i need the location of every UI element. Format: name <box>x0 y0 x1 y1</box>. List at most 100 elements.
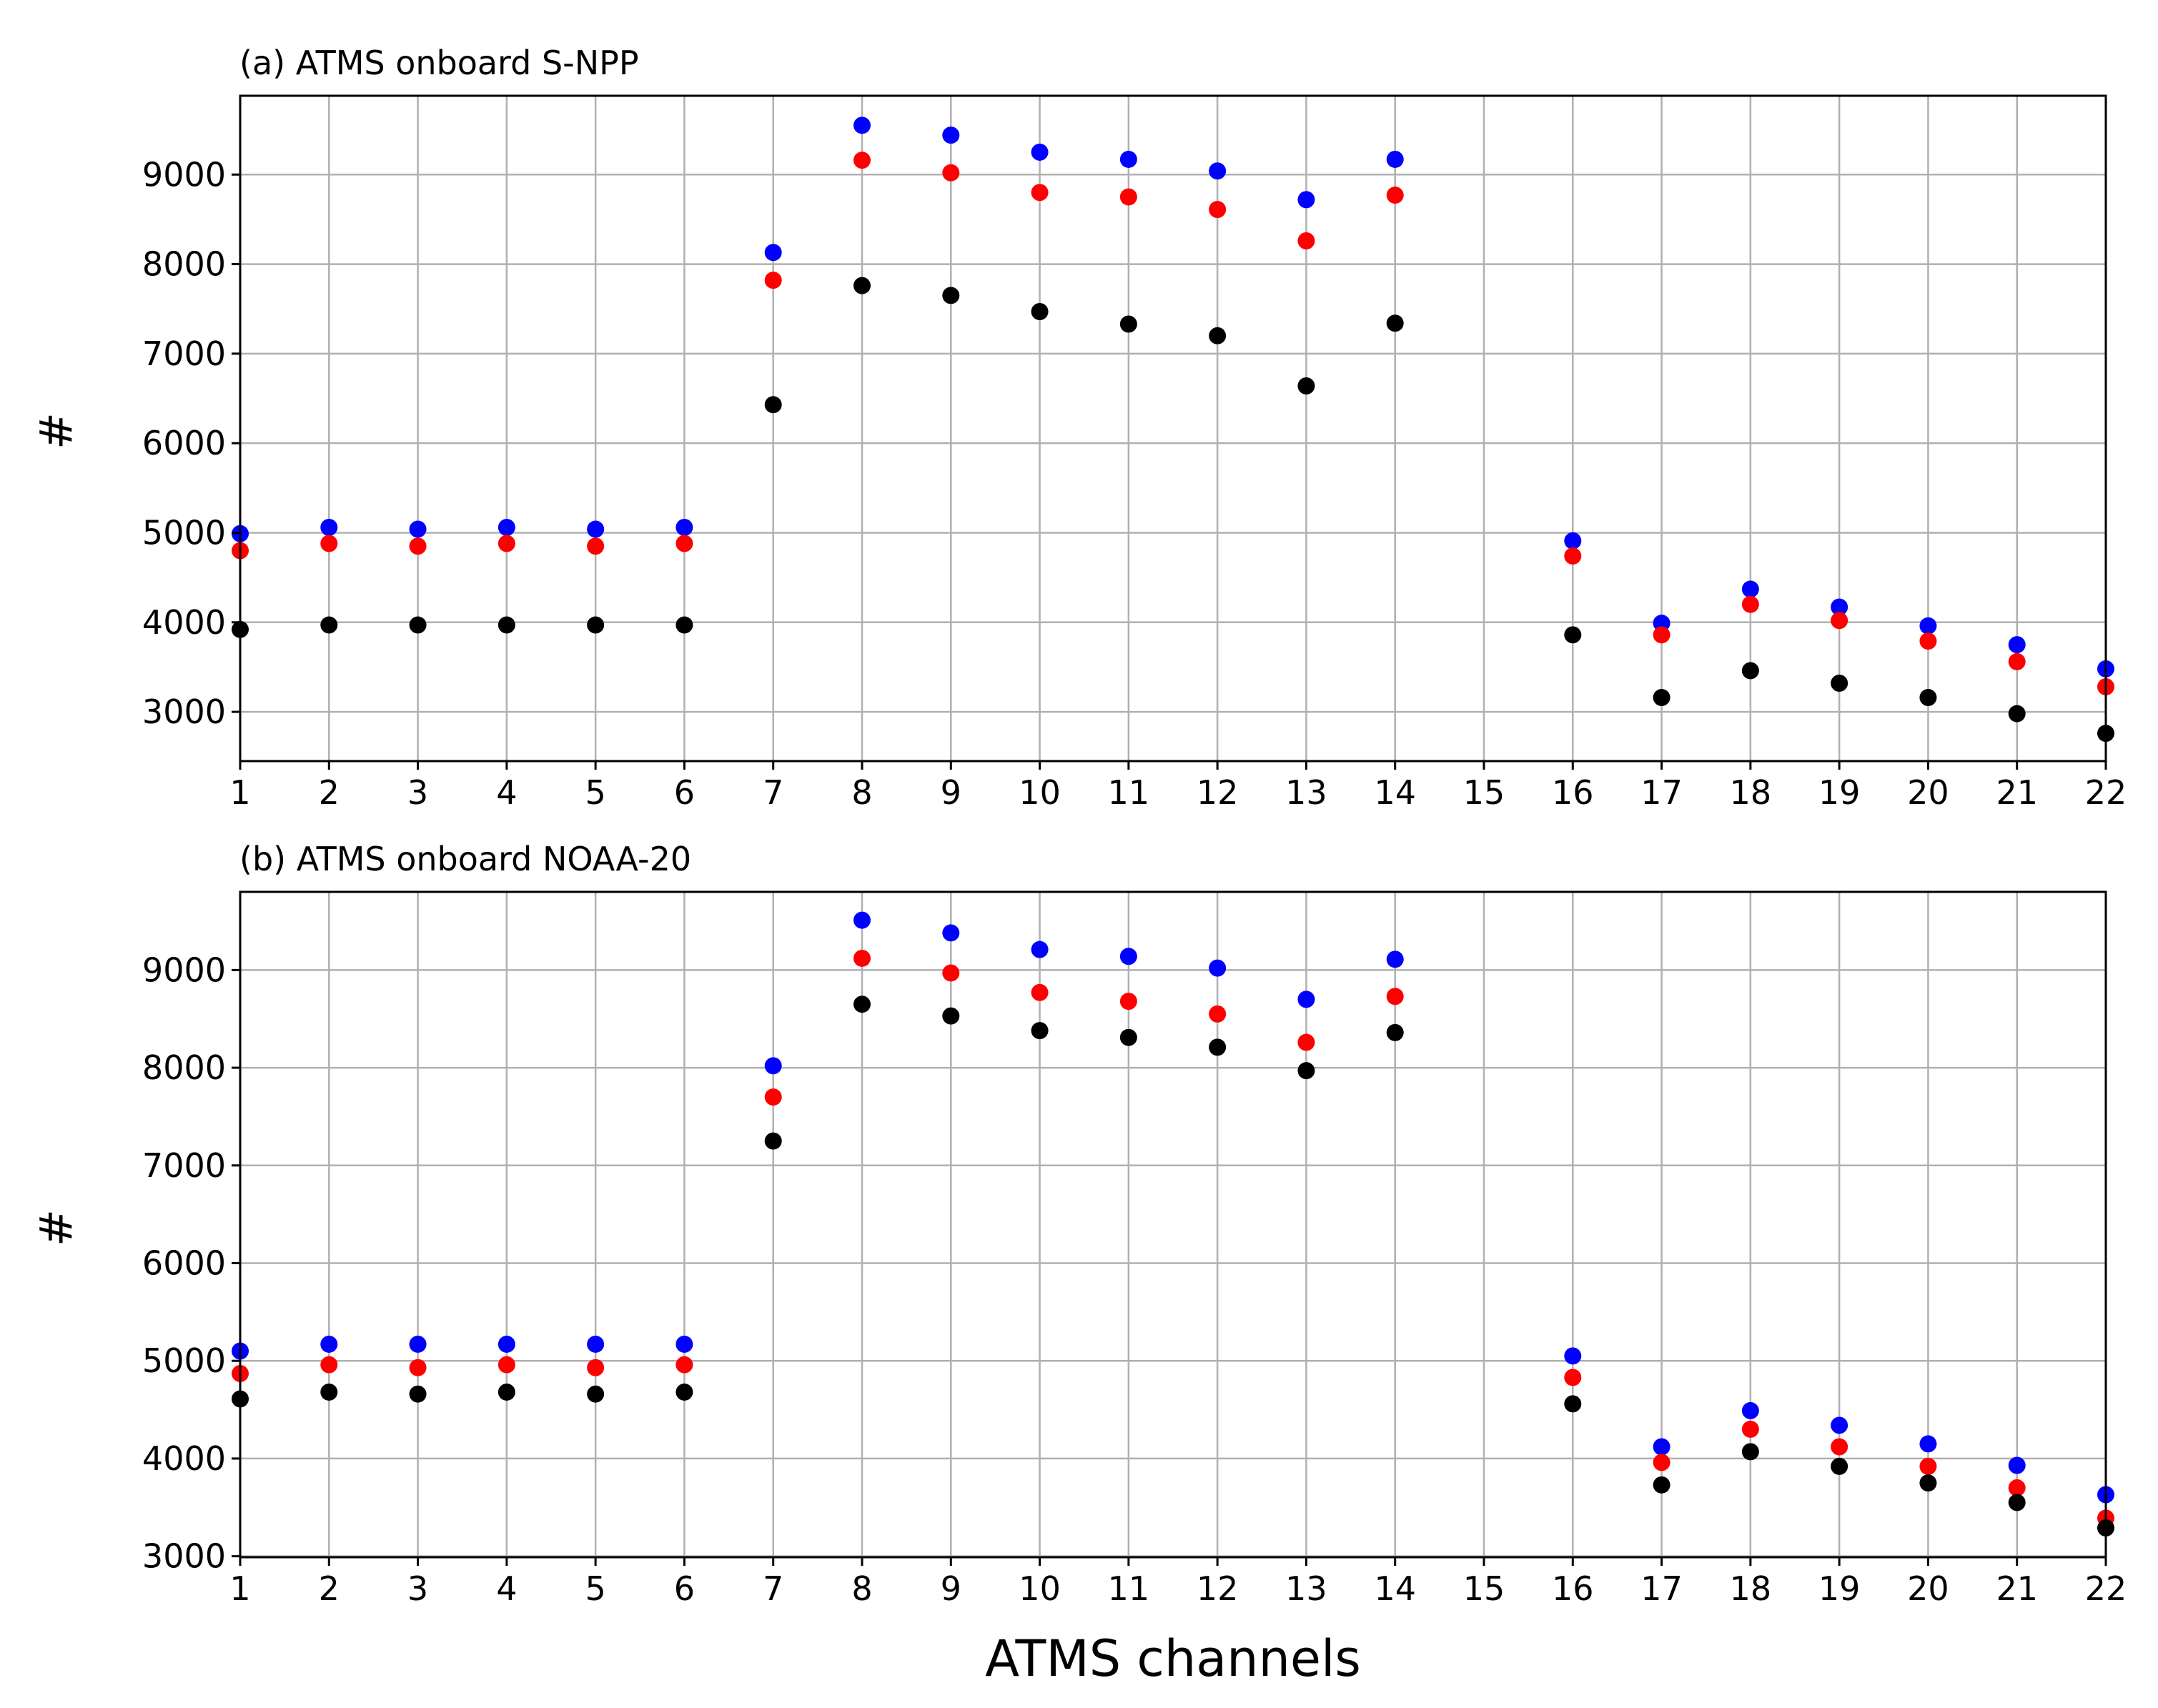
x-tick-label: 8 <box>851 773 872 812</box>
data-point-black <box>1031 302 1049 320</box>
data-point-red <box>853 949 871 967</box>
data-point-red <box>320 535 338 552</box>
data-point-black <box>1919 689 1937 707</box>
panel-a-grid <box>239 96 2107 761</box>
data-point-black <box>1297 1062 1315 1080</box>
panel-b-points <box>232 911 2114 1536</box>
x-tick-label: 5 <box>585 773 606 812</box>
data-point-red <box>1564 1369 1582 1386</box>
data-point-blue <box>1297 990 1315 1008</box>
data-point-black <box>675 616 693 634</box>
y-tick-label: 7000 <box>142 334 226 373</box>
x-tick-label: 13 <box>1285 1569 1327 1608</box>
data-point-black <box>2008 1494 2026 1511</box>
data-point-blue <box>1297 191 1315 209</box>
data-point-blue <box>498 1335 515 1353</box>
data-point-blue <box>1119 948 1137 965</box>
panel-a-ticks: 1 2 3 4 5 6 7 8 9 10 11 12 13 14 15 16 17 18 19 20 21 2230004… <box>142 155 2127 812</box>
y-tick-label: 6000 <box>142 1244 226 1283</box>
data-point-blue <box>853 911 871 929</box>
y-tick-label: 5000 <box>142 513 226 552</box>
data-point-blue <box>409 1335 427 1353</box>
x-tick-label: 16 <box>1552 1569 1594 1608</box>
data-point-red <box>2008 652 2026 670</box>
x-tick-label: 1 <box>229 773 250 812</box>
x-tick-label: 10 <box>1019 1569 1061 1608</box>
data-point-black <box>1564 626 1582 644</box>
x-tick-label: 15 <box>1463 1569 1505 1608</box>
data-point-black <box>1831 674 1848 692</box>
data-point-red <box>853 152 871 169</box>
data-point-black <box>942 287 960 304</box>
data-point-red <box>675 535 693 552</box>
data-point-blue <box>1919 1435 1937 1453</box>
panel-a-ylabel: # <box>30 412 82 450</box>
data-point-red <box>1297 1033 1315 1051</box>
panel-b-title: (b) ATMS onboard NOAA-20 <box>239 840 691 878</box>
data-point-red <box>498 535 515 552</box>
panel-a: (a) ATMS onboard S-NPP 1 2 3 4 5 6 7 8 9 10 11 12 13… <box>30 44 2127 812</box>
data-point-black <box>498 1383 515 1401</box>
data-point-blue <box>1119 150 1137 168</box>
data-point-blue <box>1831 598 1848 616</box>
x-tick-label: 22 <box>2085 773 2127 812</box>
x-tick-label: 4 <box>496 1569 517 1608</box>
data-point-blue <box>675 1335 693 1353</box>
panel-b-ylabel: # <box>30 1209 82 1246</box>
data-point-blue <box>409 520 427 538</box>
data-point-red <box>1831 612 1848 630</box>
data-point-red <box>1031 983 1049 1001</box>
data-point-red <box>2008 1479 2026 1496</box>
x-tick-label: 20 <box>1907 773 1949 812</box>
y-tick-label: 3000 <box>142 1537 226 1576</box>
x-tick-label: 12 <box>1197 1569 1239 1608</box>
x-tick-label: 7 <box>763 1569 783 1608</box>
x-tick-label: 14 <box>1374 1569 1416 1608</box>
data-point-black <box>320 1383 338 1401</box>
data-point-black <box>587 1385 605 1403</box>
data-point-black <box>409 1385 427 1403</box>
data-point-black <box>409 616 427 634</box>
data-point-black <box>1297 377 1315 394</box>
data-point-blue <box>764 244 782 262</box>
data-point-black <box>1741 662 1759 680</box>
x-tick-label: 17 <box>1640 1569 1683 1608</box>
x-tick-label: 10 <box>1019 773 1061 812</box>
data-point-red <box>1919 1457 1937 1475</box>
data-point-red <box>942 164 960 182</box>
x-tick-label: 17 <box>1640 773 1683 812</box>
data-point-blue <box>853 116 871 134</box>
data-point-blue <box>587 520 605 538</box>
data-point-black <box>1741 1443 1759 1461</box>
data-point-blue <box>1209 959 1227 977</box>
x-tick-label: 18 <box>1730 773 1772 812</box>
data-point-red <box>1653 626 1671 644</box>
data-point-red <box>409 1359 427 1376</box>
data-point-blue <box>942 924 960 942</box>
data-point-blue <box>1919 617 1937 635</box>
data-point-red <box>587 1359 605 1376</box>
y-tick-label: 3000 <box>142 692 226 731</box>
data-point-red <box>1209 201 1227 219</box>
y-tick-label: 4000 <box>142 603 226 642</box>
x-tick-label: 22 <box>2085 1569 2127 1608</box>
x-tick-label: 21 <box>1996 773 2038 812</box>
data-point-blue <box>764 1057 782 1075</box>
x-tick-label: 15 <box>1463 773 1505 812</box>
x-tick-label: 8 <box>851 1569 872 1608</box>
y-tick-label: 8000 <box>142 1048 226 1087</box>
panel-a-title: (a) ATMS onboard S-NPP <box>239 44 639 82</box>
data-point-black <box>1919 1474 1937 1492</box>
data-point-red <box>1119 993 1137 1011</box>
data-point-blue <box>1831 1416 1848 1434</box>
data-point-black <box>853 277 871 294</box>
x-tick-label: 9 <box>941 773 961 812</box>
x-tick-label: 5 <box>585 1569 606 1608</box>
data-point-red <box>1297 232 1315 249</box>
data-point-black <box>1653 689 1671 707</box>
x-tick-label: 14 <box>1374 773 1416 812</box>
panel-b: (b) ATMS onboard NOAA-20 1 2 3 4 5 6 7 8 9 10 11 12… <box>30 840 2127 1688</box>
data-point-red <box>409 537 427 555</box>
data-point-red <box>764 272 782 289</box>
